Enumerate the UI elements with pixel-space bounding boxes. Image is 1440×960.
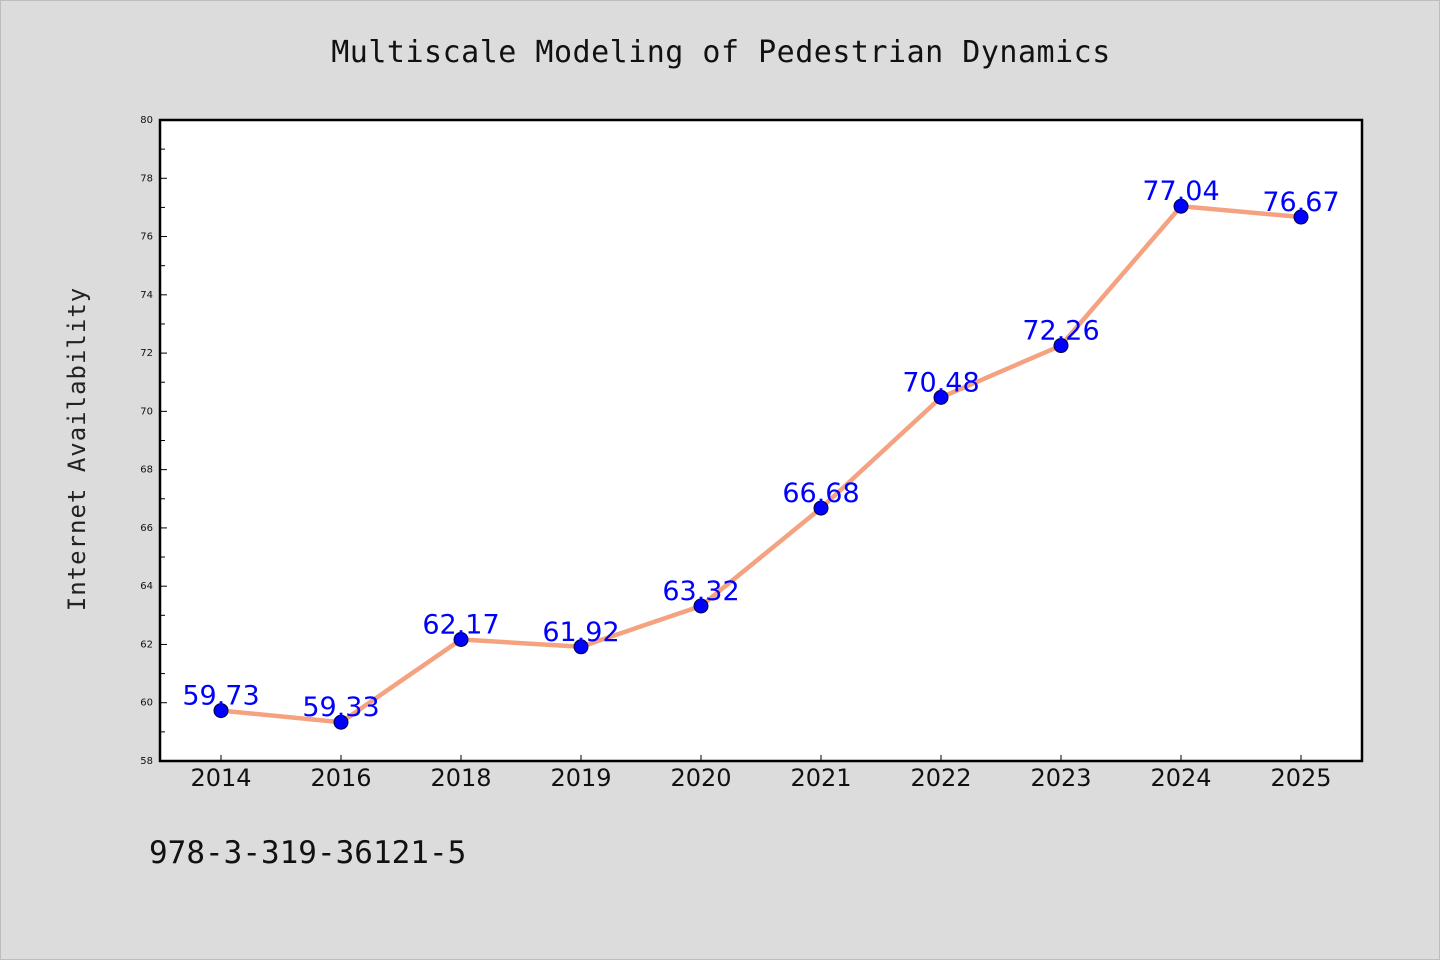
x-tick-label: 2014 bbox=[190, 764, 251, 792]
x-tick-label: 2024 bbox=[1150, 764, 1211, 792]
data-point bbox=[1053, 338, 1069, 354]
data-label: 59.33 bbox=[302, 692, 379, 723]
data-point bbox=[1173, 198, 1189, 214]
data-label: 62.17 bbox=[422, 610, 499, 641]
x-tick-label: 2025 bbox=[1270, 764, 1331, 792]
data-point bbox=[333, 714, 349, 730]
y-tick-label: 68 bbox=[140, 465, 153, 476]
data-label: 66.68 bbox=[782, 478, 859, 509]
y-tick-label: 78 bbox=[140, 173, 153, 184]
data-label: 77.04 bbox=[1142, 176, 1219, 207]
data-point bbox=[213, 703, 229, 719]
y-tick-label: 80 bbox=[140, 115, 153, 126]
data-label: 61.92 bbox=[542, 617, 619, 648]
data-point bbox=[1293, 209, 1309, 225]
y-tick-label: 76 bbox=[140, 232, 153, 243]
chart-title: Multiscale Modeling of Pedestrian Dynami… bbox=[331, 35, 1111, 70]
data-point bbox=[453, 632, 469, 648]
data-label: 63.32 bbox=[662, 576, 739, 607]
y-tick-label: 66 bbox=[140, 523, 153, 534]
y-tick-label: 58 bbox=[140, 756, 153, 767]
data-point bbox=[933, 389, 949, 405]
data-label: 59.73 bbox=[182, 681, 259, 712]
plot-area bbox=[160, 120, 1362, 761]
x-tick-label: 2019 bbox=[550, 764, 611, 792]
y-tick-label: 62 bbox=[140, 639, 153, 650]
y-tick-label: 64 bbox=[140, 581, 153, 592]
data-label: 72.26 bbox=[1022, 316, 1099, 347]
data-point bbox=[693, 598, 709, 614]
plot-frame bbox=[158, 118, 1364, 763]
x-tick-label: 2021 bbox=[790, 764, 851, 792]
y-tick-label: 60 bbox=[140, 698, 153, 709]
data-label: 76.67 bbox=[1262, 187, 1339, 218]
isbn-label: 978-3-319-36121-5 bbox=[149, 835, 467, 871]
data-point bbox=[813, 500, 829, 516]
y-tick-label: 70 bbox=[140, 406, 153, 417]
data-label: 70.48 bbox=[902, 367, 979, 398]
y-tick-label: 74 bbox=[140, 290, 153, 301]
x-tick-label: 2023 bbox=[1030, 764, 1091, 792]
data-point bbox=[573, 639, 589, 655]
series-line bbox=[218, 203, 1304, 725]
x-tick-label: 2020 bbox=[670, 764, 731, 792]
x-tick-label: 2016 bbox=[310, 764, 371, 792]
x-tick-label: 2018 bbox=[430, 764, 491, 792]
x-tick-label: 2022 bbox=[910, 764, 971, 792]
y-tick-label: 72 bbox=[140, 348, 153, 359]
